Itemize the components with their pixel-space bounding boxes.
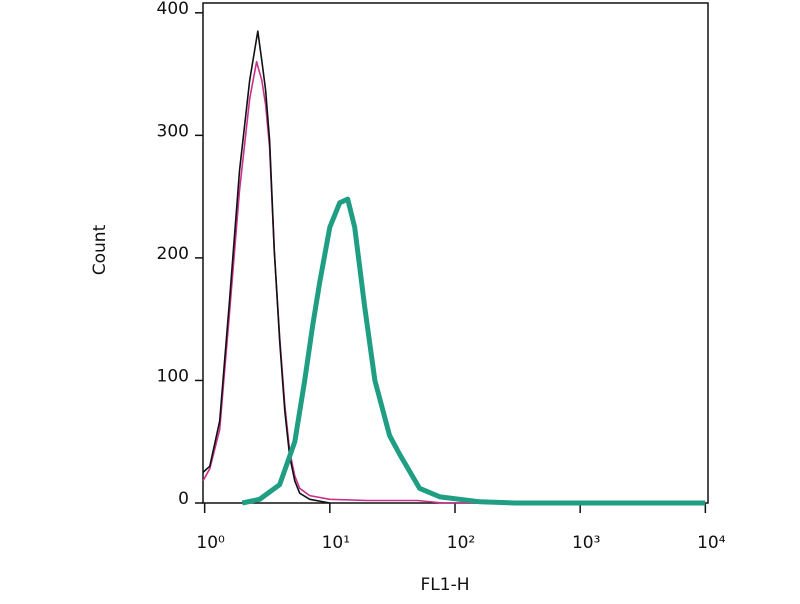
- x-tick-label: 10⁰: [196, 533, 225, 553]
- y-tick-label: 0: [178, 489, 189, 509]
- y-tick-label: 100: [157, 366, 189, 386]
- histogram-line: [202, 61, 706, 504]
- plot-frame: [202, 2, 709, 504]
- y-tick-label: 400: [157, 0, 189, 19]
- y-tick-label: 300: [157, 121, 189, 141]
- y-axis-label: Count: [90, 224, 110, 275]
- y-tick-label: 200: [157, 244, 189, 264]
- histogram-line: [241, 196, 706, 506]
- x-tick-label: 10³: [572, 533, 600, 553]
- x-tick-label: 10⁴: [697, 533, 726, 553]
- x-tick-label: 10¹: [322, 533, 350, 553]
- x-axis-label: FL1-H: [421, 575, 470, 595]
- x-tick-label: 10²: [447, 533, 475, 553]
- histogram-line: [202, 30, 330, 504]
